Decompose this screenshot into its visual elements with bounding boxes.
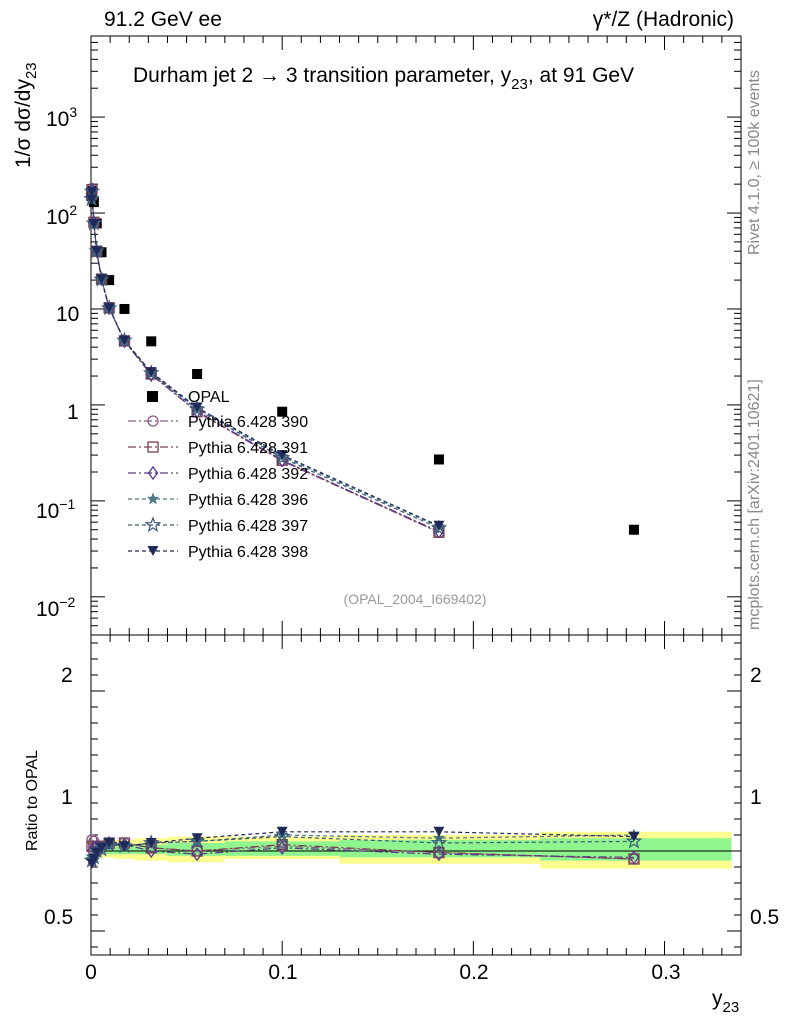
ratio-marker-s397 <box>273 827 291 844</box>
main-marker-s398 <box>276 450 288 461</box>
ratio-axis-ticks <box>90 635 742 955</box>
ratio-y-axis-title: Ratio to OPAL <box>24 750 41 851</box>
main-line-s398 <box>90 192 440 527</box>
main-marker-s398 <box>86 194 98 205</box>
legend-label-s392: Pythia 6.428 392 <box>188 466 308 483</box>
main-marker-s397 <box>430 519 448 536</box>
xtick-label-0.1: 0.1 <box>268 961 297 984</box>
ratio-marker-s398 <box>145 838 157 848</box>
main-y-axis-title: 1/σ dσ/dy23 <box>12 62 40 168</box>
legend-marker-s392 <box>147 465 159 481</box>
legend-label-s390: Pythia 6.428 390 <box>188 414 308 431</box>
ytick-label-1000: 103 <box>46 104 77 131</box>
main-line-s392 <box>90 189 440 533</box>
ratio-marker-s392 <box>628 850 640 865</box>
main-marker-s398 <box>91 246 103 257</box>
main-marker-s398 <box>433 520 445 531</box>
ratio-marker-s398 <box>96 842 108 853</box>
main-marker-s398 <box>86 187 98 198</box>
x-axis-title: y23 <box>712 987 739 1016</box>
main-axis-ticks <box>90 35 742 636</box>
legend-label-s396: Pythia 6.428 396 <box>188 492 308 509</box>
main-marker-s398 <box>96 274 108 285</box>
ratio-marker-s398 <box>91 847 103 858</box>
ratio-ytick-label-0.5: 0.5 <box>44 906 73 929</box>
legend: OPAL Pythia 6.428 390 Pythia 6.428 391 Pyt… <box>128 389 308 561</box>
ratio-ytick-label-right-0.5: 0.5 <box>750 906 779 929</box>
ratio-ytick-label-2: 2 <box>61 664 73 687</box>
main-marker-s398 <box>145 367 157 378</box>
ytick-label-10: 10 <box>56 303 79 326</box>
ratio-marker-s398 <box>118 841 130 852</box>
ratio-marker-s397 <box>625 832 643 849</box>
ytick-label-100: 102 <box>46 202 77 229</box>
main-marker-s392 <box>191 404 203 419</box>
ratio-ytick-label-1: 1 <box>61 786 73 809</box>
opal-point <box>104 275 115 286</box>
inner-band-bin <box>134 844 168 855</box>
opal-point <box>146 336 157 347</box>
opal-point <box>192 369 203 380</box>
ratio-marker-s392 <box>191 847 203 862</box>
ratio-marker-s398 <box>628 831 640 842</box>
ytick-label-1: 1 <box>67 401 79 424</box>
inner-band-bin <box>224 841 340 856</box>
ratio-marker-s392 <box>433 847 445 862</box>
legend-marker-s398 <box>147 546 159 556</box>
xtick-label-0.2: 0.2 <box>459 961 488 984</box>
legend-opal-marker <box>147 391 158 402</box>
legend-label-s397: Pythia 6.428 397 <box>188 518 308 535</box>
xtick-label-0: 0 <box>85 961 97 984</box>
main-series-layer <box>83 182 639 539</box>
inner-band-bin <box>540 838 732 861</box>
xtick-label-0.3: 0.3 <box>651 961 680 984</box>
ratio-marker-s392 <box>276 840 288 855</box>
ratio-marker-s398 <box>103 838 115 848</box>
legend-label-s398: Pythia 6.428 398 <box>188 544 308 561</box>
main-marker-s398 <box>118 335 130 346</box>
chart-title: Durham jet 2 → 3 transition parameter, y… <box>133 64 634 93</box>
ratio-series-layer <box>83 826 643 869</box>
ratio-ytick-label-right-1: 1 <box>750 786 762 809</box>
ratio-marker-s392 <box>145 843 157 859</box>
opal-point <box>628 524 639 535</box>
main-marker-s397 <box>273 449 291 465</box>
ytick-label-0.01: 10−2 <box>36 594 76 621</box>
legend-marker-s390 <box>147 415 159 427</box>
opal-point <box>119 303 130 314</box>
main-marker-s398 <box>103 303 115 314</box>
ratio-marker-s398 <box>191 833 203 844</box>
ratio-plot-frame <box>90 634 742 956</box>
main-marker-s398 <box>191 402 203 413</box>
opal-point <box>277 406 288 417</box>
analysis-watermark: (OPAL_2004_I669402) <box>344 591 487 607</box>
main-marker-s398 <box>88 218 100 229</box>
ratio-marker-s391 <box>191 845 203 857</box>
ytick-label-0.1: 10−1 <box>36 496 76 523</box>
opal-point <box>433 454 444 465</box>
header-energy-label: 91.2 GeV ee <box>104 8 222 31</box>
header-process-label: γ*/Z (Hadronic) <box>592 8 734 31</box>
ratio-marker-s398 <box>433 826 445 837</box>
ratio-ytick-label-right-2: 2 <box>750 664 762 687</box>
ratio-marker-s397 <box>188 832 206 849</box>
legend-label-s391: Pythia 6.428 391 <box>188 440 308 457</box>
legend-opal-label: OPAL <box>188 389 230 406</box>
ratio-marker-s398 <box>276 826 288 837</box>
ratio-marker-s397 <box>430 834 448 851</box>
legend-marker-s391 <box>147 441 159 453</box>
legend-marker-s397 <box>144 516 162 533</box>
legend-marker-s396 <box>146 492 160 505</box>
